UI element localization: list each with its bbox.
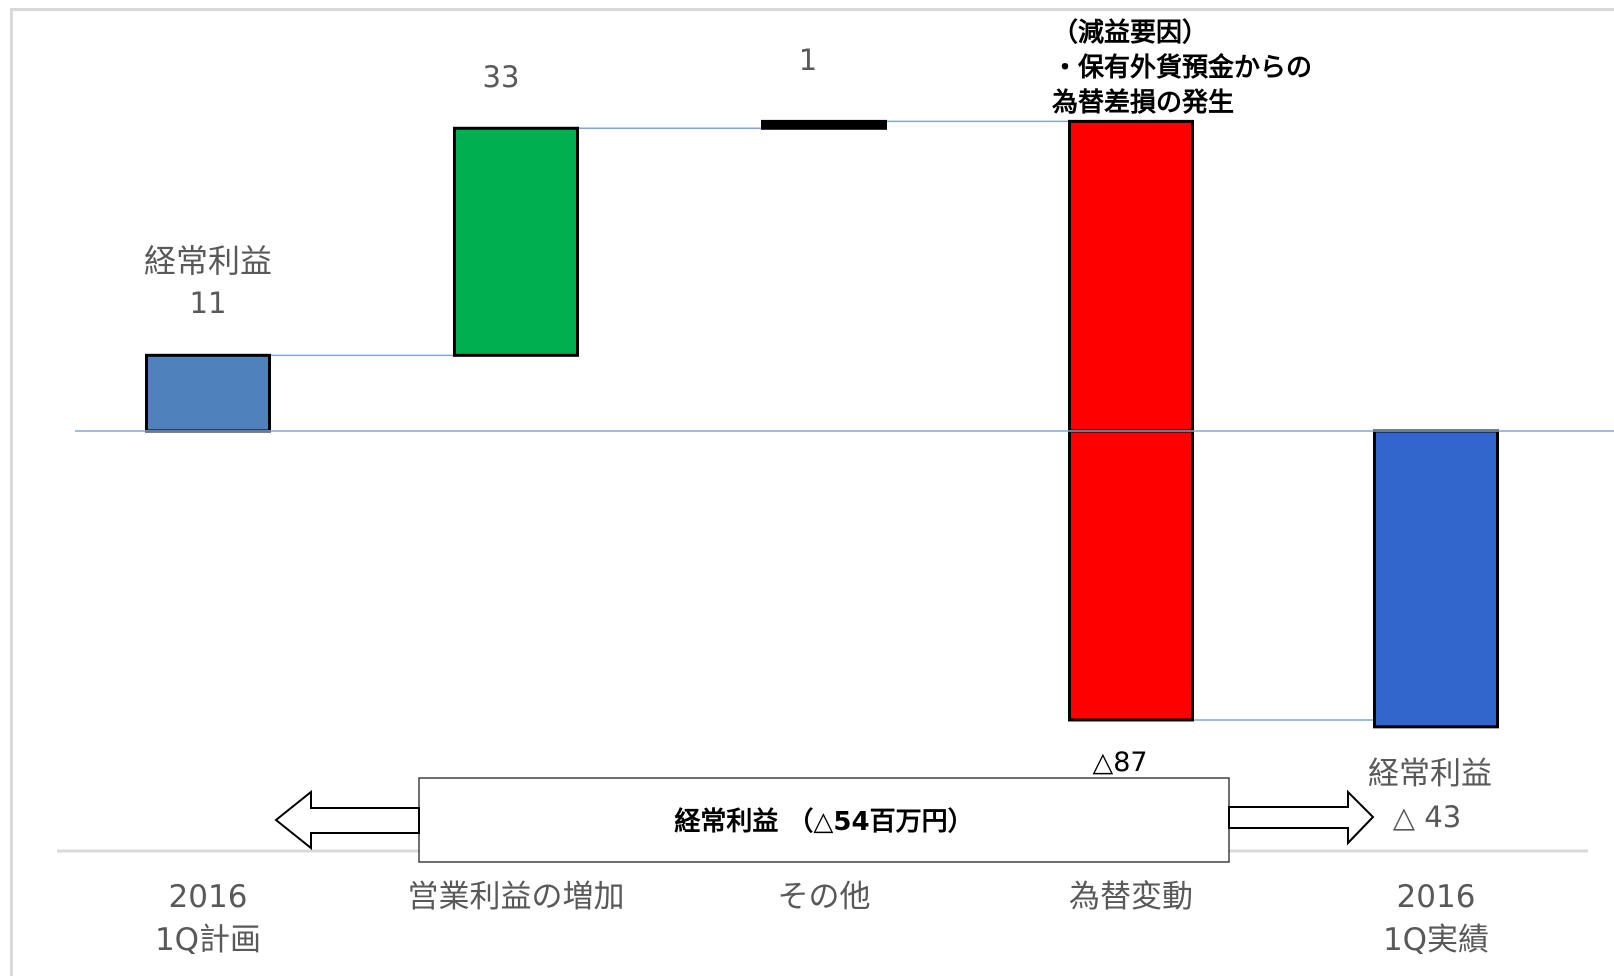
chart-frame — [10, 8, 1614, 976]
labels: 2016 1Q計画 営業利益の増加 その他 為替変動 2016 1Q実績 経常利益 11 33 1 △… — [144, 18, 1492, 958]
data-label-4: △87 — [1092, 747, 1147, 778]
data-label-2: 33 — [483, 60, 520, 94]
x-tick-label-5-1: 2016 — [1397, 879, 1476, 915]
x-tick-label-3-1: その他 — [778, 879, 871, 915]
data-label-5-line-2: △ 43 — [1393, 800, 1461, 834]
bar-5 — [1373, 429, 1499, 729]
bar-4 — [1068, 119, 1194, 722]
bar-1 — [145, 353, 271, 433]
summary-group: 経常利益 （△54百万円） — [274, 777, 1375, 863]
bar-3 — [761, 119, 887, 130]
data-label-3: 1 — [799, 43, 817, 77]
annotation-line-1: （減益要因） — [1052, 18, 1208, 48]
x-tick-label-1-1: 2016 — [169, 879, 248, 915]
x-tick-label-1-2: 1Q計画 — [155, 922, 261, 958]
summary-box-text: 経常利益 （△54百万円） — [674, 806, 973, 837]
x-tick-label-2-1: 営業利益の増加 — [408, 879, 625, 915]
right-arrow — [1228, 789, 1375, 846]
data-label-1-line-1: 経常利益 — [144, 242, 272, 280]
left-arrow — [274, 789, 420, 851]
data-label-5-line-1: 経常利益 — [1368, 756, 1492, 792]
x-tick-label-5-2: 1Q実績 — [1383, 922, 1489, 958]
bar-2 — [453, 126, 579, 357]
x-tick-label-4-1: 為替変動 — [1069, 879, 1193, 915]
annotation-line-2: ・保有外貨預金からの — [1052, 52, 1312, 83]
annotation-line-3: 為替差損の発生 — [1052, 87, 1234, 118]
connector-lines — [269, 120, 1375, 721]
data-label-1-line-2: 11 — [190, 286, 227, 320]
bars — [145, 119, 1499, 729]
